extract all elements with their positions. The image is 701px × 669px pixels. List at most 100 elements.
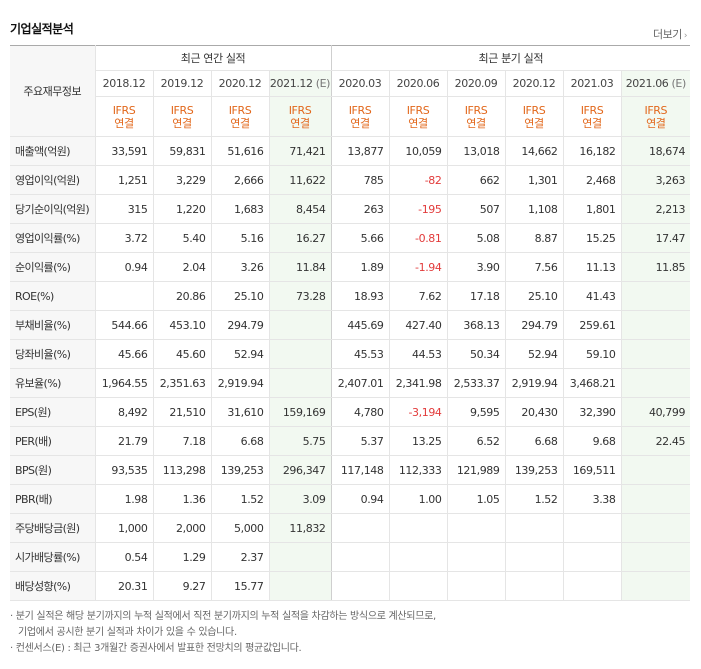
table-row: 부채비율(%) 544.66 453.10 294.79 445.69 427.40 368… (10, 310, 691, 340)
table-row: PER(배) 21.79 7.18 6.68 5.75 5.37 13.25 6.52 6.68… (10, 426, 691, 456)
quarter-value-cell: 17.47 (620, 223, 691, 253)
more-link[interactable]: 더보기 › (653, 26, 688, 42)
annual-value-cell: 51,616 (210, 136, 269, 166)
table-row: 배당성향(%) 20.31 9.27 15.77 (10, 571, 691, 601)
quarter-value-cell (562, 542, 622, 572)
row-label: 당좌비율(%) (10, 339, 95, 369)
section-title: 기업실적분석 (10, 22, 74, 36)
table-row: EPS(원) 8,492 21,510 31,610 159,169 4,780 -3,19… (10, 397, 691, 427)
quarter-value-cell: 3.90 (446, 252, 506, 282)
annual-value-cell: 8,454 (268, 194, 332, 224)
quarter-value-cell (388, 513, 448, 543)
consolidated-label: 연결 (466, 116, 486, 130)
table-row: 당좌비율(%) 45.66 45.60 52.94 45.53 44.53 50.34 52.… (10, 339, 691, 369)
annual-value-cell: 11,832 (268, 513, 332, 543)
quarter-value-cell: 2,533.37 (446, 368, 506, 398)
annual-value-cell (94, 281, 153, 311)
annual-value-cell: 1,683 (210, 194, 269, 224)
table-row: 영업이익(억원) 1,251 3,229 2,666 11,622 785 -82 662 1,… (10, 165, 691, 195)
quarter-value-cell: 25.10 (504, 281, 564, 311)
annual-value-cell: 544.66 (94, 310, 153, 340)
quarter-value-cell: 7.56 (504, 252, 564, 282)
annual-value-cell: 6.68 (210, 426, 269, 456)
period-label: 2021.12 (269, 77, 313, 90)
annual-value-cell (268, 571, 332, 601)
quarter-value-cell: 18.93 (330, 281, 390, 311)
row-label: 순이익률(%) (10, 252, 95, 282)
annual-value-cell: 0.94 (94, 252, 153, 282)
annual-value-cell: 139,253 (210, 455, 269, 485)
quarter-period-header: 2020.12 (504, 70, 564, 97)
annual-value-cell: 71,421 (268, 136, 332, 166)
quarter-value-cell (446, 513, 506, 543)
annual-value-cell: 2,351.63 (152, 368, 211, 398)
chevron-right-icon: › (683, 31, 688, 41)
annual-value-cell: 1.36 (152, 484, 211, 514)
quarter-value-cell: 785 (330, 165, 390, 195)
annual-value-cell: 3.09 (268, 484, 332, 514)
annual-value-cell: 3,229 (152, 165, 211, 195)
annual-value-cell: 5.40 (152, 223, 211, 253)
annual-value-cell: 296,347 (268, 455, 332, 485)
quarter-value-cell: 2,213 (620, 194, 691, 224)
quarter-value-cell: 9,595 (446, 397, 506, 427)
quarter-value-cell: 507 (446, 194, 506, 224)
quarter-value-cell: 5.37 (330, 426, 390, 456)
quarter-value-cell: 1.00 (388, 484, 448, 514)
quarter-value-cell: 0.94 (330, 484, 390, 514)
quarter-value-cell: 18,674 (620, 136, 691, 166)
quarter-value-cell: 5.66 (330, 223, 390, 253)
quarter-value-cell: 1,801 (562, 194, 622, 224)
annual-period-header: 2020.12 (210, 70, 269, 97)
annual-value-cell: 294.79 (210, 310, 269, 340)
quarter-value-cell: 13,018 (446, 136, 506, 166)
row-label: 영업이익(억원) (10, 165, 95, 195)
ifrs-label: IFRS (348, 103, 372, 117)
quarter-value-cell: -3,194 (388, 397, 448, 427)
ifrs-header: IFRS 연결 (504, 96, 564, 137)
annual-value-cell: 59,831 (152, 136, 211, 166)
annual-value-cell (268, 368, 332, 398)
ifrs-label: IFRS (288, 103, 312, 117)
annual-value-cell: 9.27 (152, 571, 211, 601)
quarter-value-cell (620, 542, 691, 572)
annual-period-header: 2019.12 (152, 70, 211, 97)
annual-value-cell: 45.66 (94, 339, 153, 369)
annual-value-cell (268, 339, 332, 369)
quarter-period-header: 2021.03 (562, 70, 622, 97)
annual-value-cell: 0.54 (94, 542, 153, 572)
quarter-period-header: 2021.06 (E) (620, 70, 691, 97)
row-label: PER(배) (10, 426, 95, 456)
annual-value-cell: 2,666 (210, 165, 269, 195)
table-row: 영업이익률(%) 3.72 5.40 5.16 16.27 5.66 -0.81 5.08 8.… (10, 223, 691, 253)
corner-label: 주요재무정보 (10, 45, 95, 137)
footnote-1: · 분기 실적은 해당 분기까지의 누적 실적에서 직전 분기까지의 누적 실적… (10, 611, 436, 622)
quarter-value-cell: -82 (388, 165, 448, 195)
quarter-value-cell: -0.81 (388, 223, 448, 253)
annual-value-cell: 20.86 (152, 281, 211, 311)
quarter-value-cell: 22.45 (620, 426, 691, 456)
ifrs-label: IFRS (644, 103, 668, 117)
quarter-value-cell: 2,468 (562, 165, 622, 195)
quarter-value-cell: 32,390 (562, 397, 622, 427)
quarter-value-cell: 1,301 (504, 165, 564, 195)
quarter-value-cell: 1,108 (504, 194, 564, 224)
quarter-value-cell: -1.94 (388, 252, 448, 282)
quarter-period-header: 2020.03 (330, 70, 390, 97)
annual-value-cell: 1,000 (94, 513, 153, 543)
period-label: 2018.12 (102, 77, 146, 90)
ifrs-label: IFRS (406, 103, 430, 117)
quarter-value-cell (620, 368, 691, 398)
quarter-value-cell: 3.38 (562, 484, 622, 514)
annual-value-cell: 45.60 (152, 339, 211, 369)
consolidated-label: 연결 (172, 116, 192, 130)
quarter-value-cell: 263 (330, 194, 390, 224)
quarter-value-cell (330, 513, 390, 543)
quarter-value-cell: 13,877 (330, 136, 390, 166)
ifrs-header: IFRS 연결 (562, 96, 622, 137)
ifrs-label: IFRS (522, 103, 546, 117)
annual-value-cell: 1.98 (94, 484, 153, 514)
annual-value-cell: 3.72 (94, 223, 153, 253)
period-label: 2021.03 (570, 77, 614, 90)
annual-value-cell: 453.10 (152, 310, 211, 340)
